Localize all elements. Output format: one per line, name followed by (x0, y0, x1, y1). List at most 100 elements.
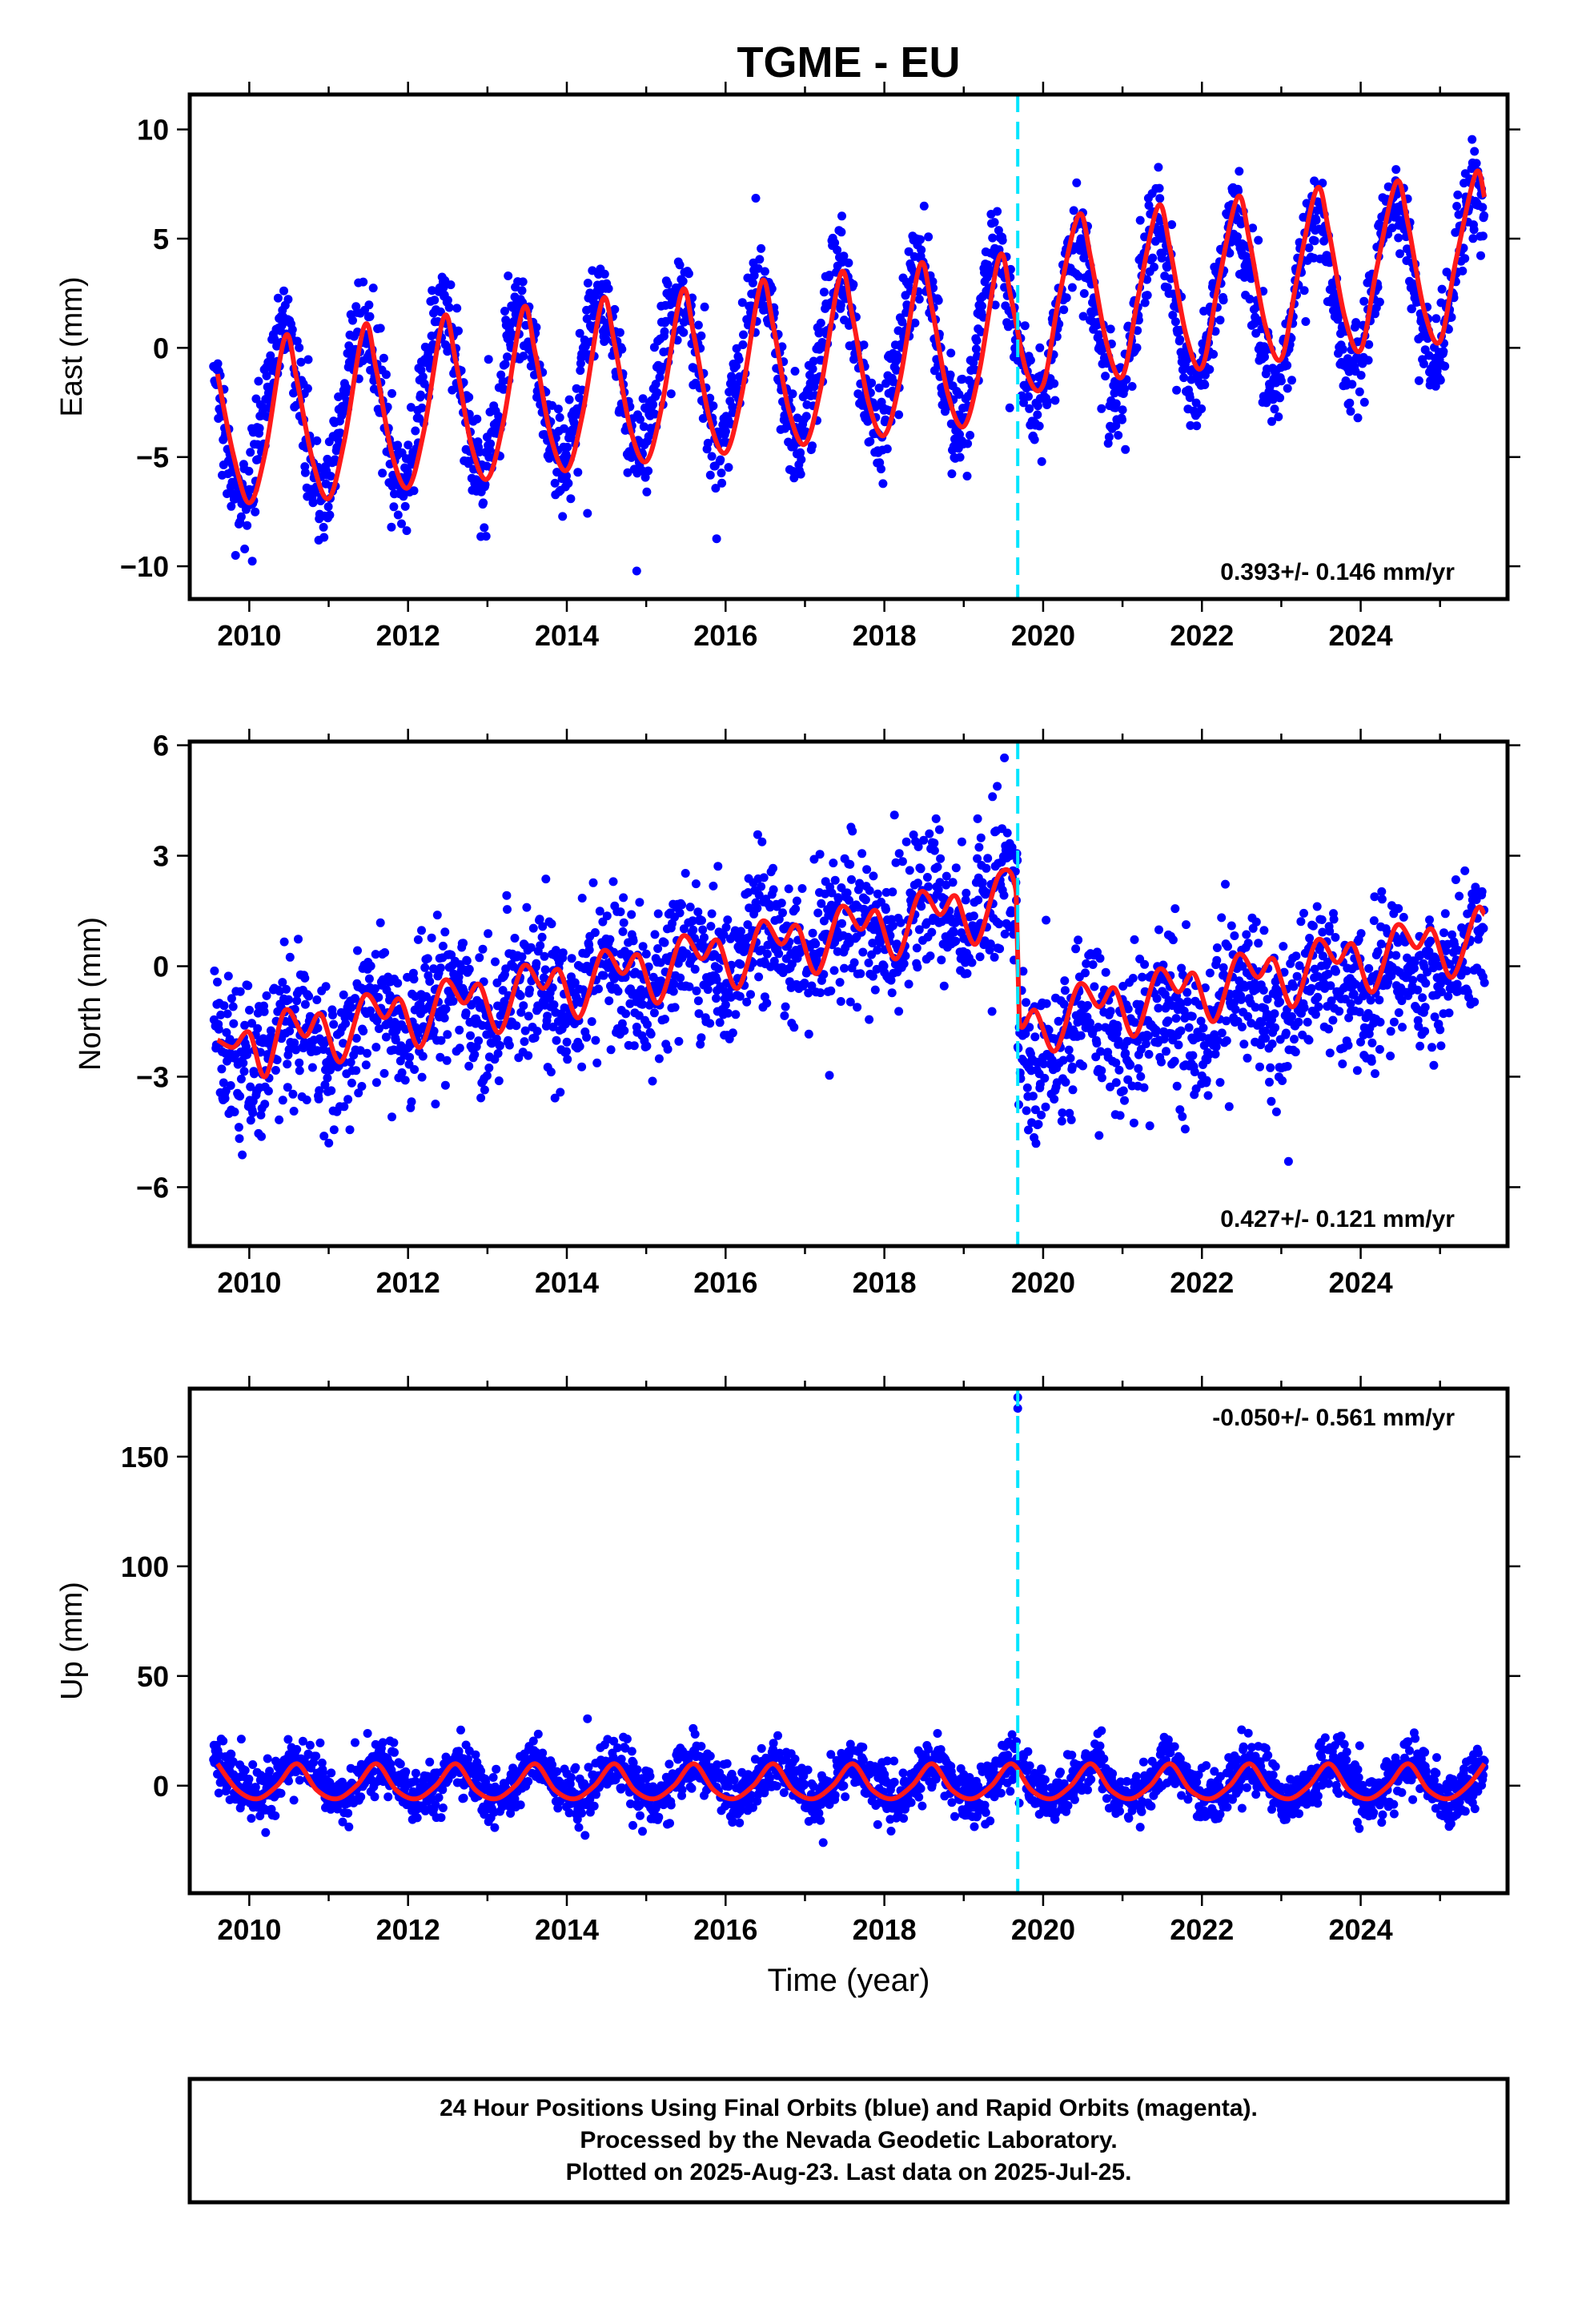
north-obs-point (464, 1061, 474, 1071)
east-obs-point (227, 501, 236, 511)
north-obs-point (1022, 1106, 1031, 1116)
east-obs-point (988, 233, 998, 243)
east-obs-point (1355, 387, 1364, 396)
east-obs-point (387, 388, 396, 398)
up-obs-point (283, 1735, 293, 1744)
north-obs-point (865, 1015, 874, 1024)
north-obs-point (1305, 934, 1315, 943)
north-obs-point (219, 1001, 229, 1011)
north-obs-point (1095, 954, 1105, 963)
north-obs-point (1057, 1116, 1066, 1126)
north-obs-point (524, 1011, 533, 1021)
north-obs-point (1007, 908, 1017, 918)
north-obs-point (1199, 1041, 1209, 1050)
east-obs-point (389, 502, 399, 512)
east-obs-point (976, 327, 986, 336)
north-obs-point (1168, 935, 1178, 945)
north-obs-point (229, 1019, 239, 1028)
north-obs-point (864, 958, 873, 967)
east-obs-point (1287, 376, 1296, 385)
north-obs-point (697, 1033, 706, 1043)
north-obs-point (1090, 982, 1099, 991)
east-obs-point (717, 468, 726, 478)
east-obs-point (1120, 384, 1129, 394)
east-obs-point (1101, 372, 1110, 381)
north-obs-point (223, 1009, 232, 1019)
north-obs-point (1383, 978, 1393, 987)
north-obs-point (676, 973, 685, 983)
east-obs-point (365, 312, 375, 321)
north-obs-point (1420, 1003, 1430, 1012)
north-obs-point (1130, 1018, 1140, 1027)
north-obs-point (455, 1043, 464, 1053)
north-obs-point (1094, 1131, 1104, 1140)
east-obs-point (418, 372, 428, 381)
north-obs-point (1470, 997, 1480, 1007)
north-obs-point (516, 1007, 526, 1017)
north-obs-point (809, 854, 819, 864)
north-obs-point (1346, 999, 1355, 1008)
north-obs-point (1136, 1072, 1146, 1081)
east-obs-point (558, 512, 568, 521)
north-obs-point (1190, 1068, 1199, 1076)
north-obs-point (1163, 1016, 1173, 1026)
north-obs-point (1030, 1105, 1040, 1115)
north-obs-point (1248, 923, 1258, 933)
north-obs-point (1054, 1016, 1063, 1026)
north-obs-point (925, 829, 934, 838)
north-obs-point (1367, 1038, 1377, 1047)
north-obs-point (345, 1125, 355, 1135)
north-obs-point (606, 1045, 616, 1055)
east-obs-point (837, 227, 846, 237)
north-obs-point (675, 908, 685, 918)
east-obs-point (1275, 393, 1285, 403)
north-obs-point (1313, 971, 1323, 981)
north-obs-point (853, 1003, 862, 1012)
north-obs-point (284, 995, 293, 1004)
north-obs-point (865, 886, 874, 895)
north-obs-point (219, 1078, 228, 1088)
north-obs-point (275, 987, 284, 996)
east-obs-point (573, 468, 583, 477)
east-obs-point (816, 318, 825, 328)
north-obs-point (300, 999, 310, 1009)
east-obs-point (978, 301, 986, 311)
north-obs-point (552, 1035, 561, 1045)
north-obs-point (592, 1058, 602, 1068)
east-obs-point (560, 424, 568, 433)
north-obs-point (927, 927, 937, 937)
east-obs-point (247, 557, 257, 566)
north-obs-point (442, 1055, 452, 1065)
east-obs-point (1072, 178, 1082, 187)
north-obs-point (361, 1060, 371, 1070)
east-obs-point (1175, 335, 1185, 344)
north-obs-point (423, 954, 432, 963)
north-obs-point (339, 1039, 348, 1048)
east-obs-point (1019, 398, 1028, 408)
east-obs-point (475, 448, 484, 456)
north-obs-point (1376, 939, 1386, 949)
north-obs-point (669, 979, 679, 989)
north-obs-point (616, 907, 625, 917)
east-obs-point (393, 510, 403, 520)
east-obs-point (919, 201, 929, 211)
north-obs-point (459, 939, 468, 948)
north-obs-point (375, 918, 385, 927)
north-obs-point (821, 889, 830, 899)
north-obs-point (685, 982, 694, 991)
east-panel: 2010 2012 2014 2016 2018 2020 2022 2024−10−5051… (55, 82, 1520, 652)
north-obs-point (1222, 1016, 1231, 1026)
north-obs-point (1242, 930, 1251, 939)
east-obs-point (749, 271, 759, 280)
north-obs-point (246, 1082, 255, 1092)
north-obs-point (855, 879, 865, 888)
north-obs-point (829, 966, 839, 975)
east-obs-point (1192, 421, 1202, 431)
north-obs-point (397, 1068, 407, 1077)
north-obs-point (1115, 1111, 1125, 1120)
north-obs-point (522, 903, 532, 912)
north-obs-point (894, 849, 904, 858)
east-obs-point (319, 522, 328, 532)
north-obs-point (797, 884, 807, 893)
east-obs-point (644, 466, 653, 476)
